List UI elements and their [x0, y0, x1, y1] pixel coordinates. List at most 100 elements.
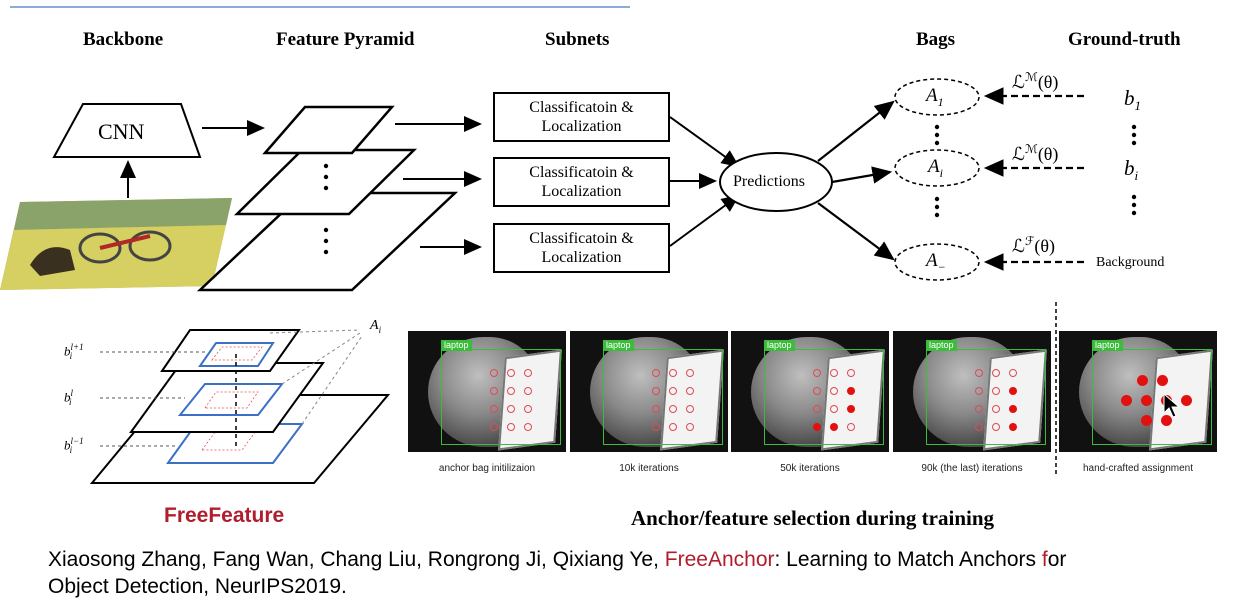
pyramid-level-1 — [262, 105, 395, 155]
anchor-dot — [490, 423, 498, 431]
level-mid-sup: l — [70, 388, 74, 398]
anchor-dot — [507, 387, 515, 395]
panel-5: laptop — [1059, 331, 1217, 452]
anchor-dot — [847, 423, 855, 431]
subnet-1-line2: Localization — [541, 118, 622, 135]
anchor-dot — [652, 369, 660, 377]
gt-tag: laptop — [603, 340, 634, 351]
gt-b1: b1 — [1124, 86, 1141, 114]
panel-caption-2: 10k iterations — [619, 463, 679, 474]
level-mid-letter: b — [64, 389, 71, 405]
anchor-dot — [490, 387, 498, 395]
citation: Xiaosong Zhang, Fang Wan, Chang Liu, Ron… — [48, 546, 1248, 600]
level-top-sup: l+1 — [70, 342, 84, 352]
subnet-box-2: Classificatoin & Localization — [493, 157, 670, 207]
anchor-dot — [992, 387, 1000, 395]
subnet-box-3: Classificatoin & Localization — [493, 223, 670, 273]
anchor-dot — [975, 387, 983, 395]
selected-anchor-dot — [1009, 387, 1017, 395]
level-mid-sub: i — [69, 396, 72, 407]
anchor-dot — [524, 405, 532, 413]
freefeature-ai-letter: A — [370, 318, 379, 333]
anchor-dot — [992, 423, 1000, 431]
selected-anchor-dot — [847, 405, 855, 413]
bag-negative-letter: A — [926, 250, 938, 271]
anchor-dot — [652, 423, 660, 431]
anchor-dot — [652, 387, 660, 395]
cnn-block — [52, 103, 202, 158]
anchor-dot — [490, 369, 498, 377]
bag-ai — [894, 149, 980, 187]
anchor-dot — [975, 423, 983, 431]
panel-caption-5: hand-crafted assignment — [1082, 463, 1194, 474]
input-image — [0, 198, 232, 290]
anchor-dot — [507, 405, 515, 413]
gt-bi-letter: b — [1124, 156, 1135, 180]
anchor-dot — [669, 423, 677, 431]
subnet-2-line2: Localization — [541, 183, 622, 200]
loss-positive-2: ℒℳ(θ) — [1012, 142, 1058, 165]
selected-anchor-dot — [830, 423, 838, 431]
gt-b1-sub: 1 — [1134, 98, 1142, 114]
panel-caption-3: 50k iterations — [780, 463, 840, 474]
level-bot-letter: b — [64, 437, 71, 453]
bag-ai-label: Ai — [928, 156, 943, 181]
feature-pyramid-header: Feature Pyramid — [276, 29, 415, 50]
anchor-dot — [669, 387, 677, 395]
bag-negative-label: A− — [926, 250, 946, 275]
selected-anchor-dot — [813, 423, 821, 431]
subnet-3-line2: Localization — [541, 249, 622, 266]
anchor-dot — [686, 387, 694, 395]
predictions-label: Predictions — [733, 173, 805, 190]
bag-ai-sub: i — [939, 165, 943, 180]
loss-3-sup: ℱ — [1024, 234, 1035, 248]
gt-tag: laptop — [764, 340, 795, 351]
anchor-dot — [813, 387, 821, 395]
level-label-mid: bli — [64, 388, 74, 407]
anchor-dot — [992, 405, 1000, 413]
panel-divider — [1055, 302, 1057, 476]
anchor-dot — [507, 423, 515, 431]
selected-anchor-dot — [1141, 395, 1152, 406]
anchor-dot — [830, 405, 838, 413]
loss-1-arg: (θ) — [1037, 72, 1059, 92]
anchor-dot — [975, 369, 983, 377]
anchor-dot — [652, 405, 660, 413]
anchor-dot — [813, 405, 821, 413]
level-bot-sub: i — [69, 444, 73, 455]
citation-title-end: or — [1047, 548, 1067, 571]
freefeature-ai-sub: i — [378, 324, 382, 335]
gt-background: Background — [1096, 255, 1165, 270]
panel-1: laptop — [408, 331, 566, 452]
freefeature-title: FreeFeature — [164, 504, 285, 527]
top-rule — [10, 6, 630, 8]
subnet-1-line1: Classificatoin & — [529, 99, 634, 116]
anchor-dot — [524, 423, 532, 431]
anchor-dot — [524, 387, 532, 395]
level-top-letter: b — [64, 343, 71, 359]
citation-venue: Object Detection, NeurIPS2019. — [48, 575, 347, 598]
anchor-dot — [490, 405, 498, 413]
selected-anchor-dot — [1161, 415, 1172, 426]
level-top-sub: i — [69, 350, 73, 361]
gt-bi: bi — [1124, 156, 1138, 184]
bag-negative-sub: − — [937, 259, 946, 274]
selected-anchor-dot — [847, 387, 855, 395]
panel-3: laptop — [731, 331, 889, 452]
anchor-dot — [830, 369, 838, 377]
gt-tag: laptop — [441, 340, 472, 351]
anchor-dot — [686, 405, 694, 413]
gt-box — [764, 349, 884, 445]
anchor-dot — [992, 369, 1000, 377]
gt-tag: laptop — [926, 340, 957, 351]
gt-b1-letter: b — [1124, 86, 1135, 110]
bags-header: Bags — [916, 29, 956, 50]
backbone-header: Backbone — [83, 29, 164, 50]
anchor-dot — [507, 369, 515, 377]
selected-anchor-dot — [1009, 423, 1017, 431]
pyramid-level-2 — [233, 148, 418, 216]
gt-bi-sub: i — [1134, 168, 1139, 184]
selected-anchor-dot — [1141, 415, 1152, 426]
panel-caption-1: anchor bag initilizaion — [438, 463, 536, 474]
anchor-dot — [975, 405, 983, 413]
